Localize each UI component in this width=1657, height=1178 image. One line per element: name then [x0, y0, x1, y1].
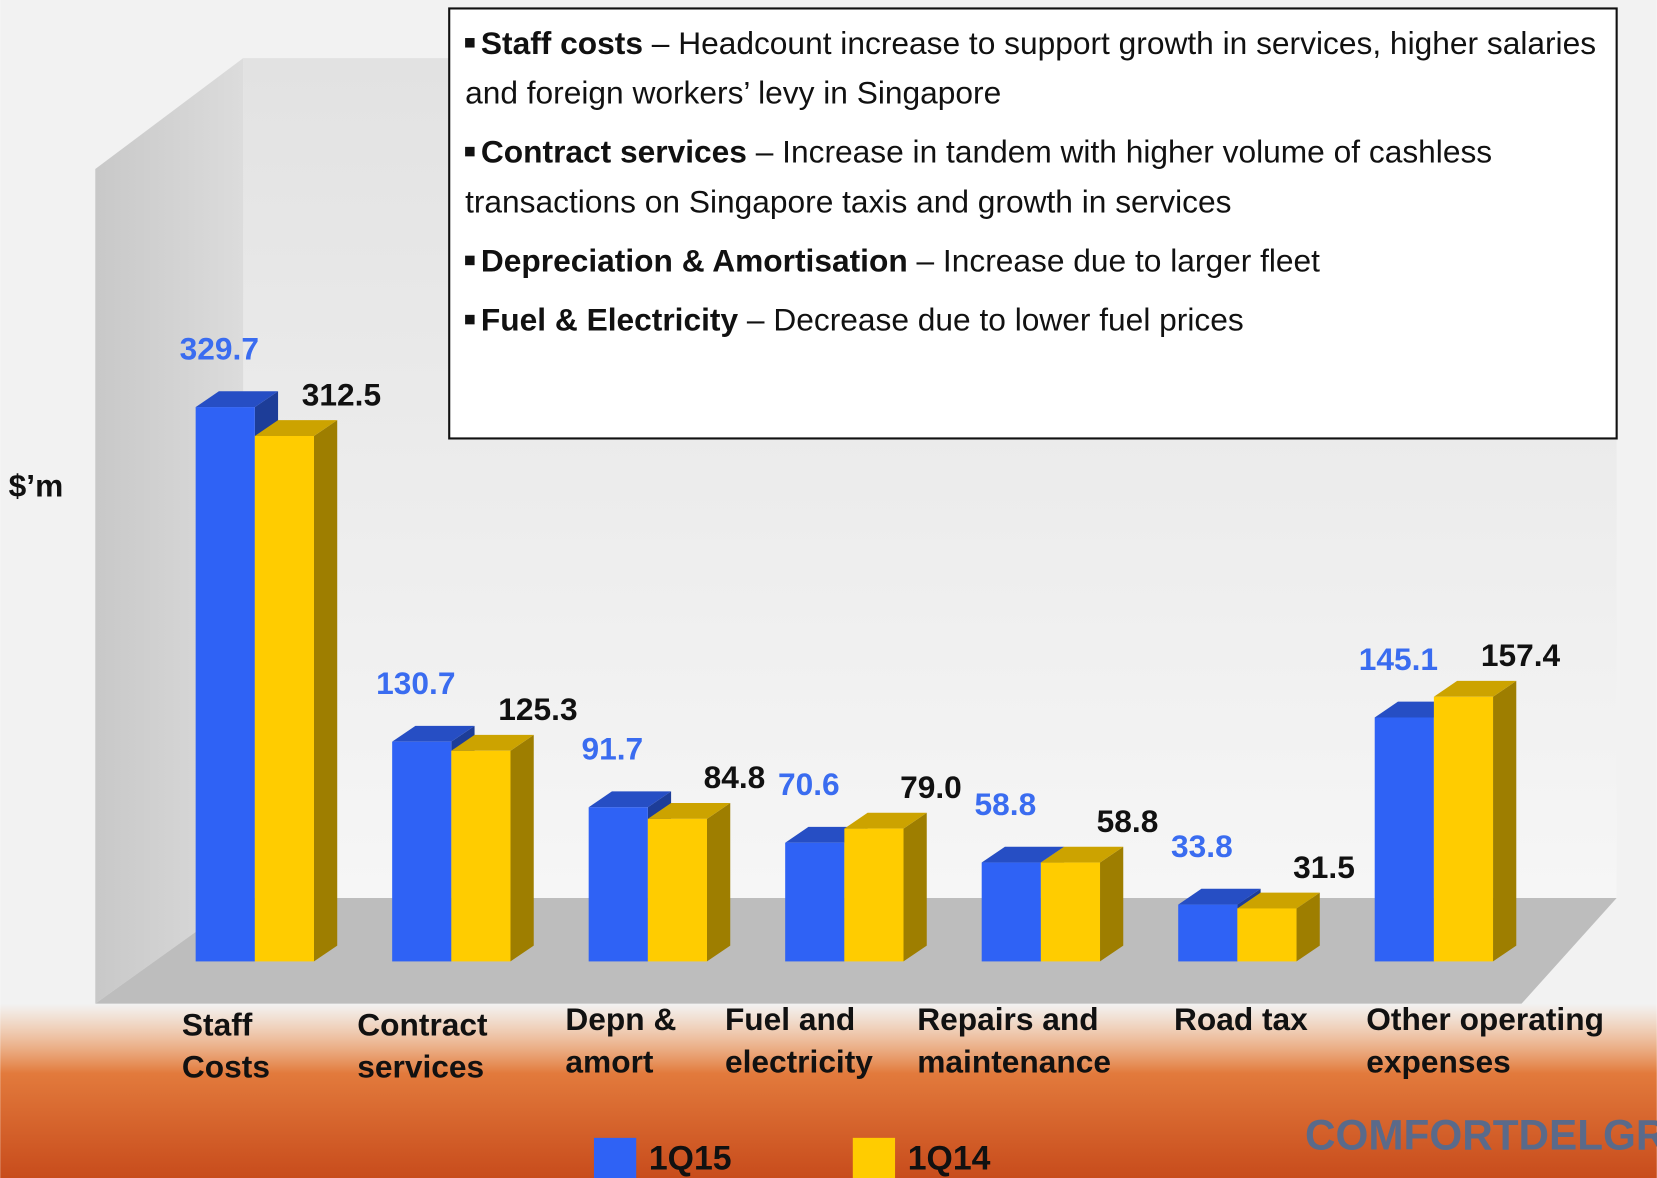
bar-top: [844, 812, 927, 829]
bar: [1237, 908, 1297, 962]
bar-top: [451, 734, 534, 751]
bar-top: [1433, 680, 1517, 697]
note-title: Fuel & Electricity: [480, 303, 739, 339]
bottom-band: [0, 1003, 1657, 1178]
bar-top: [1237, 892, 1320, 909]
x-tick-label: Contract services: [357, 1006, 488, 1084]
x-tick-label: Other operating expenses: [1366, 1001, 1604, 1079]
value-label: 145.1: [1359, 641, 1438, 677]
value-label: 58.8: [1097, 803, 1159, 839]
notes-list: Staff costs – Headcount increase to supp…: [465, 19, 1617, 345]
note-text: – Increase in tandem with higher volume …: [465, 135, 1493, 220]
value-label: 125.3: [498, 691, 577, 727]
note-title: Staff costs: [480, 26, 643, 62]
legend-swatch: [593, 1137, 637, 1178]
note-title: Depreciation & Amortisation: [480, 244, 908, 279]
value-label: 70.6: [778, 766, 840, 802]
legend-swatch: [852, 1137, 896, 1178]
x-tick-label: Road tax: [1174, 1001, 1308, 1037]
value-label: 329.7: [180, 331, 259, 367]
note: Staff costs – Headcount increase to supp…: [465, 19, 1617, 118]
x-tick-label: Fuel and electricity: [725, 1001, 873, 1079]
bullet: [465, 314, 475, 324]
note: Depreciation & Amortisation – Increase d…: [465, 237, 1617, 287]
value-label: 33.8: [1171, 828, 1233, 864]
note-text: – Increase due to larger fleet: [907, 244, 1320, 279]
bar: [1433, 696, 1494, 962]
bar-top: [195, 391, 279, 408]
bar-top: [392, 725, 475, 742]
notes-box: [448, 7, 1618, 440]
bullet: [465, 255, 475, 265]
bar-side: [1493, 680, 1517, 962]
bar-side: [1100, 846, 1124, 962]
bar-side: [707, 802, 731, 962]
bar-side: [313, 420, 338, 962]
bar-side: [510, 734, 534, 962]
value-label: 130.7: [376, 665, 455, 701]
bar: [392, 741, 452, 962]
bar: [1040, 862, 1101, 962]
bar-top: [588, 791, 672, 808]
bar-top: [254, 420, 338, 436]
bar: [981, 862, 1041, 962]
value-label: 79.0: [900, 769, 962, 805]
bars: 329.7 312.5 Staff Costs 130.7 125.3 Contract se…: [180, 331, 1604, 1085]
value-label: 58.8: [975, 786, 1037, 822]
x-tick-label: Depn & amort: [565, 1001, 676, 1079]
logo: COMFORTDELGRO: [1305, 1111, 1657, 1158]
note-title: Contract services: [480, 135, 747, 171]
value-label: 84.8: [704, 759, 766, 795]
x-tick-label: Repairs and maintenance: [917, 1001, 1111, 1079]
bar: [451, 750, 511, 962]
bar: [588, 807, 648, 962]
note: Fuel & Electricity – Decrease due to low…: [465, 296, 1617, 346]
note-text: – Headcount increase to support growth i…: [465, 26, 1597, 111]
bar-side: [903, 812, 927, 962]
y-axis-label: $’m: [9, 468, 64, 504]
bar: [785, 842, 845, 962]
bar-top: [1040, 846, 1124, 863]
bar-side: [1296, 892, 1320, 962]
bullet: [465, 37, 475, 48]
bar-top: [981, 846, 1065, 863]
value-label: 312.5: [302, 376, 381, 412]
notes: Staff costs – Headcount increase to supp…: [465, 19, 1617, 345]
note-text: – Decrease due to lower fuel prices: [738, 303, 1244, 339]
bar: [844, 828, 904, 962]
note: Contract services – Increase in tandem w…: [465, 128, 1617, 227]
bullet: [465, 146, 475, 156]
value-label: 157.4: [1481, 637, 1561, 673]
bar: [1178, 904, 1238, 962]
bar: [647, 818, 708, 962]
value-label: 91.7: [581, 731, 643, 767]
bar: [1374, 717, 1434, 962]
bar-top: [647, 802, 731, 819]
bar: [195, 407, 255, 962]
legend-label: 1Q14: [908, 1140, 991, 1178]
x-tick-label: Staff Costs: [182, 1006, 270, 1084]
bar: [254, 435, 314, 962]
bar-top: [1178, 888, 1261, 905]
legend-label: 1Q15: [649, 1140, 732, 1178]
value-label: 31.5: [1293, 849, 1355, 885]
